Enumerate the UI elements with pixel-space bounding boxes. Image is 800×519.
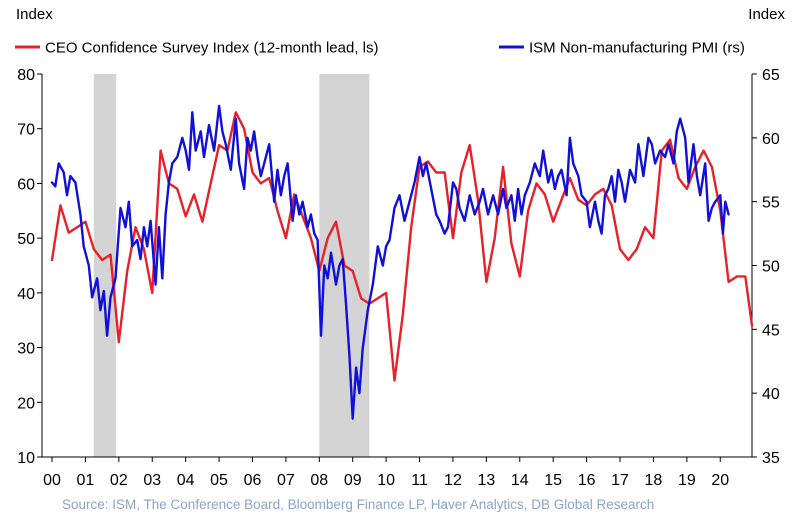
recession-band-0: [93, 74, 117, 457]
x-tick-label: 15: [544, 472, 562, 489]
source-note: Source: ISM, The Conference Board, Bloom…: [62, 497, 655, 512]
left-tick-label: 70: [17, 122, 35, 139]
x-tick-label: 07: [277, 472, 295, 489]
x-tick-label: 14: [511, 472, 529, 489]
right-axis-title: Index: [748, 6, 785, 23]
right-tick-label: 35: [762, 450, 780, 467]
x-tick-label: 12: [444, 472, 462, 489]
legend: CEO Confidence Survey Index (12-month le…: [15, 40, 745, 57]
legend-label-ism: ISM Non-manufacturing PMI (rs): [529, 40, 745, 57]
x-tick-label: 06: [244, 472, 262, 489]
x-tick-label: 10: [377, 472, 395, 489]
x-tick-label: 18: [645, 472, 663, 489]
x-tick-label: 17: [611, 472, 629, 489]
x-tick-label: 03: [143, 472, 161, 489]
x-tick-label: 11: [411, 472, 428, 489]
x-tick-label: 00: [43, 472, 61, 489]
x-tick-label: 01: [77, 472, 95, 489]
right-tick-label: 55: [762, 195, 780, 212]
right-tick-label: 50: [762, 259, 780, 276]
right-tick-label: 65: [762, 67, 780, 84]
legend-label-ceo: CEO Confidence Survey Index (12-month le…: [45, 40, 379, 57]
x-tick-label: 04: [177, 472, 195, 489]
left-tick-label: 20: [17, 395, 35, 412]
right-tick-label: 40: [762, 386, 780, 403]
series-lines: [50, 104, 754, 420]
x-tick-label: 20: [711, 472, 729, 489]
right-tick-label: 45: [762, 322, 780, 339]
left-tick-label: 80: [17, 67, 35, 84]
x-tick-label: 02: [110, 472, 128, 489]
x-tick-label: 19: [678, 472, 696, 489]
left-tick-label: 10: [17, 450, 35, 467]
left-tick-label: 50: [17, 231, 35, 248]
left-axis-title: Index: [16, 6, 53, 23]
x-tick-label: 16: [578, 472, 596, 489]
tick-labels: 10 20 30 40 50 60 70 80 35 40 45 50 55 60 65 00 01 02 03 04…: [17, 67, 780, 489]
left-tick-label: 30: [17, 341, 35, 358]
right-tick-label: 60: [762, 131, 780, 148]
axes: [41, 74, 753, 458]
x-tick-label: 09: [344, 472, 362, 489]
series-line-ism-pmi: [50, 104, 730, 420]
left-tick-label: 40: [17, 286, 35, 303]
x-tick-label: 05: [210, 472, 228, 489]
x-tick-label: 08: [310, 472, 328, 489]
x-tick-label: 13: [477, 472, 495, 489]
left-tick-label: 60: [17, 176, 35, 193]
